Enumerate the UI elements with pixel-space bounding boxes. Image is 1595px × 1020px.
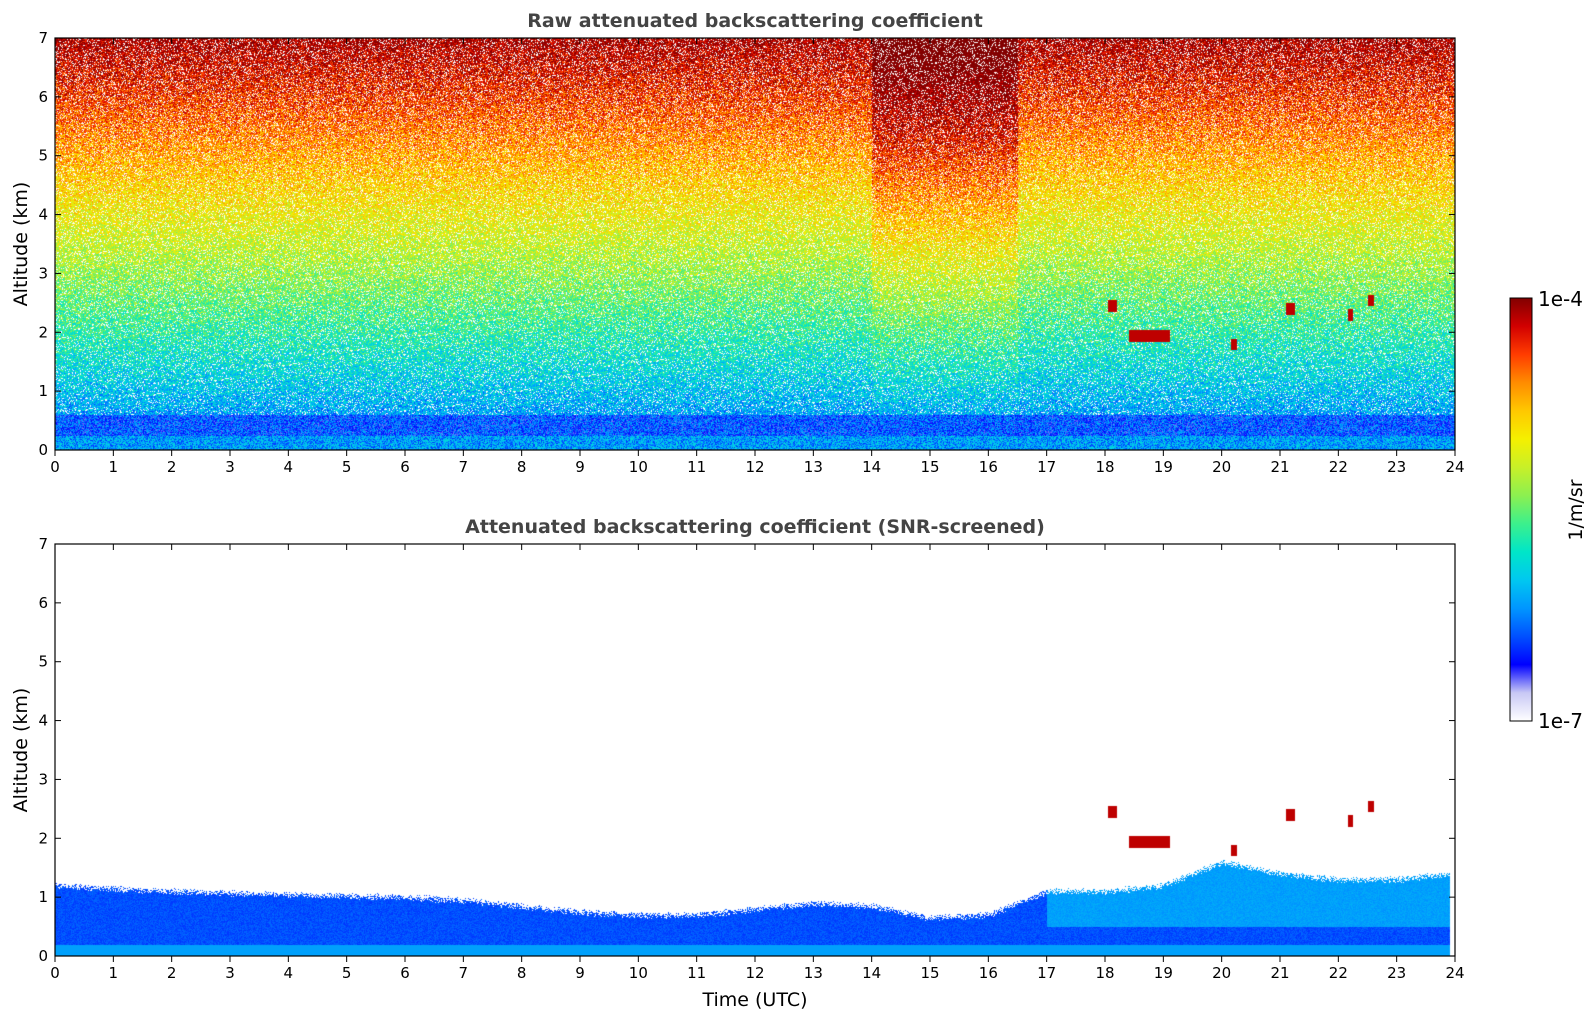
- x-axis-label: Time (UTC): [701, 989, 807, 1011]
- y-tick-label: 5: [38, 653, 48, 671]
- x-tick-label: 18: [1095, 458, 1114, 476]
- panel-screened: Attenuated backscattering coefficient (S…: [10, 516, 1465, 1011]
- x-tick-label: 19: [1154, 458, 1173, 476]
- x-tick-label: 11: [687, 964, 706, 982]
- y-tick-label: 6: [38, 88, 48, 106]
- y-axis-label-raw: Altitude (km): [10, 182, 32, 307]
- x-tick-label: 15: [920, 458, 939, 476]
- x-tick-label: 19: [1154, 964, 1173, 982]
- x-tick-label: 13: [804, 964, 823, 982]
- y-tick-label: 0: [38, 441, 48, 459]
- x-tick-label: 11: [687, 458, 706, 476]
- x-tick-label: 3: [225, 458, 235, 476]
- x-tick-label: 8: [517, 964, 527, 982]
- x-ticks-raw: 0 1 2 3 4 5 6 7 8 9 10 11 12 13 14 15 16 17 18 19 20 21 22 23 24: [50, 38, 1465, 476]
- x-tick-label: 8: [517, 458, 527, 476]
- x-tick-label: 5: [342, 964, 352, 982]
- x-tick-label: 20: [1212, 964, 1231, 982]
- x-tick-label: 23: [1387, 458, 1406, 476]
- y-tick-label: 1: [38, 888, 48, 906]
- x-tick-label: 14: [862, 458, 881, 476]
- x-tick-label: 18: [1095, 964, 1114, 982]
- x-tick-label: 16: [979, 458, 998, 476]
- x-tick-label: 24: [1445, 458, 1464, 476]
- x-tick-label: 14: [862, 964, 881, 982]
- y-tick-label: 1: [38, 382, 48, 400]
- x-tick-label: 3: [225, 964, 235, 982]
- colorbar-min-label: 1e-7: [1538, 709, 1583, 733]
- chart-title-raw: Raw attenuated backscattering coefficien…: [527, 10, 983, 32]
- x-tick-label: 17: [1037, 458, 1056, 476]
- x-tick-label: 21: [1270, 458, 1289, 476]
- x-ticks-screened: 0 1 2 3 4 5 6 7 8 9 10 11 12 13 14 15 16 17 18 19 20 21 22 23 24: [50, 544, 1465, 982]
- x-tick-label: 9: [575, 458, 585, 476]
- x-tick-label: 7: [459, 458, 469, 476]
- y-tick-label: 2: [38, 323, 48, 341]
- colorbar: 1e-4 1e-7 1/m/sr: [1509, 287, 1587, 733]
- colorbar-max-label: 1e-4: [1538, 287, 1583, 311]
- x-tick-label: 7: [459, 964, 469, 982]
- y-tick-label: 4: [38, 712, 48, 730]
- heatmap-raw: [55, 38, 1455, 450]
- y-tick-label: 7: [38, 29, 48, 47]
- x-tick-label: 20: [1212, 458, 1231, 476]
- x-tick-label: 9: [575, 964, 585, 982]
- x-tick-label: 24: [1445, 964, 1464, 982]
- x-tick-label: 22: [1329, 458, 1348, 476]
- x-tick-label: 23: [1387, 964, 1406, 982]
- y-ticks-raw: 0 1 2 3 4 5 6 7: [38, 29, 1455, 459]
- y-tick-label: 2: [38, 829, 48, 847]
- y-tick-label: 7: [38, 535, 48, 553]
- heatmap-screened: [55, 544, 1455, 956]
- y-tick-label: 6: [38, 594, 48, 612]
- x-tick-label: 16: [979, 964, 998, 982]
- x-tick-label: 0: [50, 458, 60, 476]
- x-tick-label: 13: [804, 458, 823, 476]
- x-tick-label: 4: [284, 458, 294, 476]
- x-tick-label: 10: [629, 458, 648, 476]
- x-tick-label: 2: [167, 964, 177, 982]
- y-tick-label: 0: [38, 947, 48, 965]
- y-axis-label-screened: Altitude (km): [10, 688, 32, 813]
- x-tick-label: 12: [745, 458, 764, 476]
- chart-title-screened: Attenuated backscattering coefficient (S…: [465, 516, 1045, 538]
- x-tick-label: 6: [400, 458, 410, 476]
- x-tick-label: 5: [342, 458, 352, 476]
- x-tick-label: 6: [400, 964, 410, 982]
- colorbar-label: 1/m/sr: [1565, 479, 1587, 540]
- x-tick-label: 15: [920, 964, 939, 982]
- x-tick-label: 17: [1037, 964, 1056, 982]
- y-ticks-screened: 0 1 2 3 4 5 6 7: [38, 535, 1455, 965]
- panel-raw: Raw attenuated backscattering coefficien…: [10, 10, 1465, 476]
- x-tick-label: 10: [629, 964, 648, 982]
- x-tick-label: 2: [167, 458, 177, 476]
- x-tick-label: 1: [109, 458, 119, 476]
- colorbar-gradient: [1509, 297, 1533, 722]
- x-tick-label: 21: [1270, 964, 1289, 982]
- y-tick-label: 5: [38, 147, 48, 165]
- x-tick-label: 22: [1329, 964, 1348, 982]
- x-tick-label: 1: [109, 964, 119, 982]
- y-tick-label: 4: [38, 206, 48, 224]
- x-tick-label: 0: [50, 964, 60, 982]
- x-tick-label: 4: [284, 964, 294, 982]
- y-tick-label: 3: [38, 264, 48, 282]
- x-tick-label: 12: [745, 964, 764, 982]
- y-tick-label: 3: [38, 770, 48, 788]
